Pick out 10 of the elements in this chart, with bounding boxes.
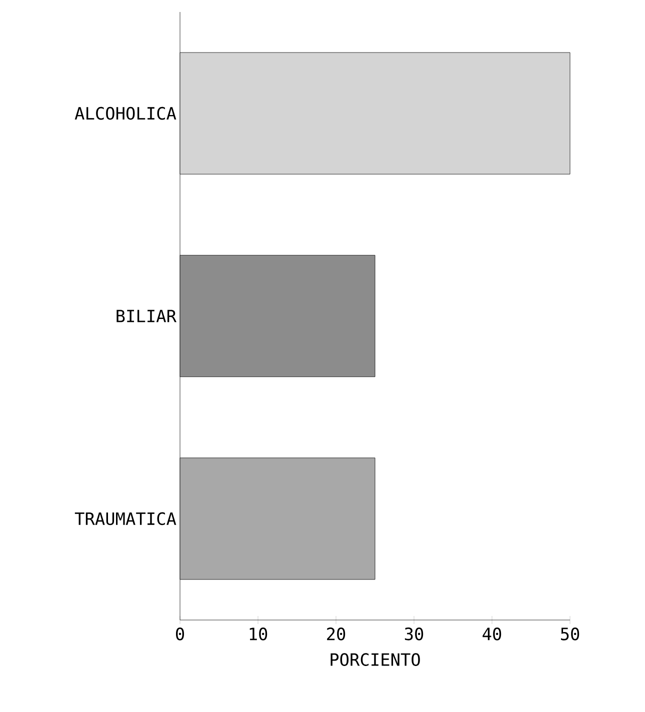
x-tick-label: 40 xyxy=(482,628,502,640)
y-tick-label: TRAUMATICA xyxy=(74,512,176,526)
x-tick-label: 10 xyxy=(250,628,268,640)
x-tick-label: 50 xyxy=(560,628,580,640)
x-axis-title: PORCIENTO xyxy=(330,653,420,666)
y-tick-label: BILIAR xyxy=(116,310,176,322)
x-tick-label: 0 xyxy=(176,628,184,640)
y-tick-label: ALCOHOLICA xyxy=(74,106,176,120)
x-tick-label: 20 xyxy=(327,628,346,640)
x-tick-label: 30 xyxy=(404,628,424,640)
